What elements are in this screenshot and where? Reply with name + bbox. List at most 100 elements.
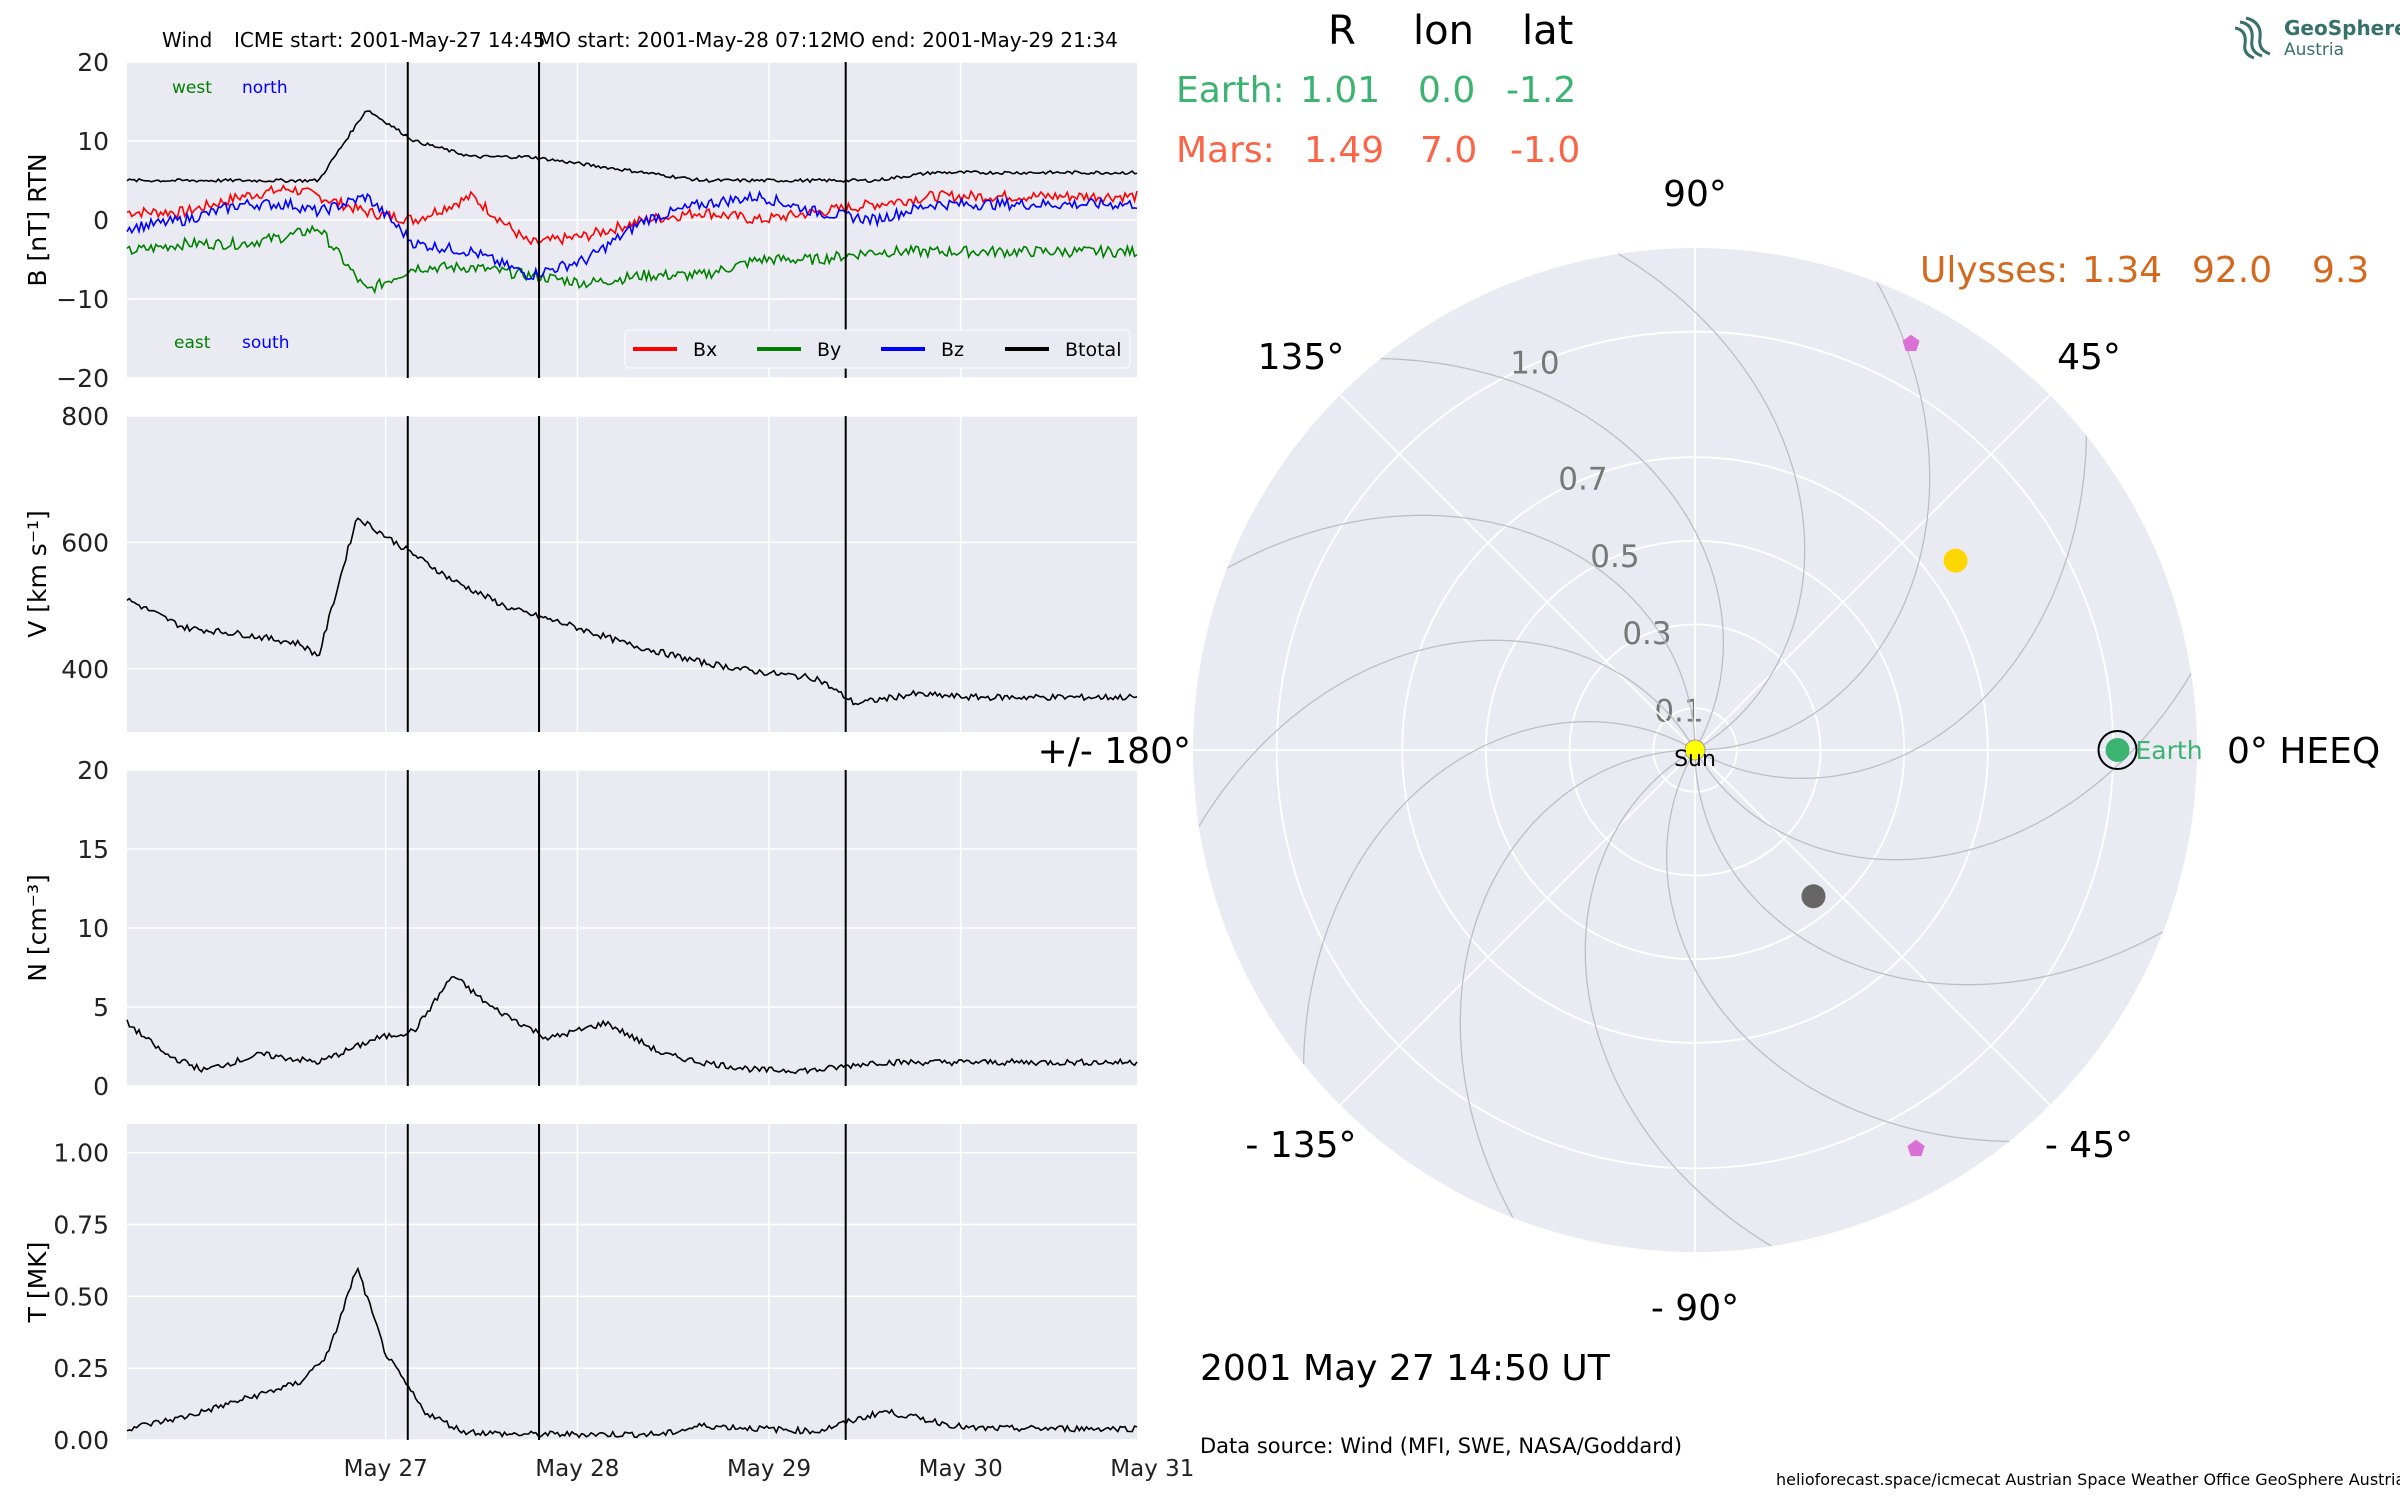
radial-tick-label: 0.3 xyxy=(1622,616,1671,652)
x-tick-label: May 29 xyxy=(727,1456,811,1482)
angle-label: - 45° xyxy=(2045,1125,2133,1166)
angular-grid-line xyxy=(1339,394,1696,751)
ulysses-label: Ulysses: xyxy=(1920,250,2069,291)
spiral-line xyxy=(1699,259,1931,751)
marker-earth xyxy=(2105,738,2130,762)
y-tick-label: 0.75 xyxy=(53,1211,109,1240)
mo-start-label: MO start: 2001-May-28 07:12 xyxy=(538,28,833,52)
west-label: west xyxy=(172,78,212,98)
spiral-line xyxy=(1698,409,2088,779)
series-line-data xyxy=(126,976,1138,1075)
y-tick-label: −20 xyxy=(56,364,109,393)
x-tick-label: May 30 xyxy=(919,1456,1003,1482)
series-line-bz xyxy=(126,190,1138,281)
spiral-line xyxy=(1584,751,1795,1252)
earth-r: 1.01 xyxy=(1300,70,1381,111)
y-tick-label: −10 xyxy=(56,285,109,314)
earth-ring xyxy=(2097,730,2138,770)
marker-sun xyxy=(1684,739,1706,761)
y-tick-label: 20 xyxy=(77,756,109,785)
spacecraft-label: Wind xyxy=(162,28,213,52)
marker--ffd700 xyxy=(1943,548,1968,573)
mars-label: Mars: xyxy=(1176,130,1275,171)
ulysses-r: 1.34 xyxy=(2082,250,2163,291)
y-axis-label: V [km s⁻¹] xyxy=(23,510,52,638)
angular-grid-line xyxy=(1339,749,1696,1106)
ulysses-lat: 9.3 xyxy=(2312,250,2370,291)
y-tick-label: 1.00 xyxy=(53,1139,109,1168)
marker--da70d6 xyxy=(1902,334,1920,351)
panel-background xyxy=(127,416,1137,732)
marker-label-sun: Sun xyxy=(1674,747,1716,772)
spiral-line xyxy=(1694,754,2186,986)
panel-0: 20 10 0 −10 −20 B [nT] RTN Bx By Bz Btotal xyxy=(23,48,1154,393)
series-line-bx xyxy=(126,184,1138,246)
legend-box xyxy=(624,329,1131,369)
y-tick-label: 0.00 xyxy=(53,1426,109,1455)
angle-label: 0° HEEQ xyxy=(2227,731,2380,772)
legend-entry: Bz xyxy=(941,339,964,361)
series-line-data xyxy=(126,1266,1138,1439)
y-tick-label: 800 xyxy=(61,402,109,431)
polar-plot: 0.1 0.3 0.5 0.7 1.0 0° HEEQ 45° 90° 135° +/- 180°… xyxy=(1038,174,2381,1329)
panel-background xyxy=(127,1124,1137,1440)
y-axis-label: B [nT] RTN xyxy=(23,153,52,286)
marker--da70d6 xyxy=(1907,1139,1925,1157)
spiral-line xyxy=(1354,357,1724,747)
y-tick-label: 0 xyxy=(93,206,109,235)
angle-label: - 135° xyxy=(1245,1125,1356,1166)
mars-r: 1.49 xyxy=(1304,130,1385,171)
marker-mars xyxy=(1801,884,1826,909)
mars-lon: 7.0 xyxy=(1420,130,1478,171)
y-axis-label: T [MK] xyxy=(23,1242,52,1324)
logo-mark-icon xyxy=(2234,16,2271,60)
logo-subtitle: Austria xyxy=(2284,40,2345,60)
y-tick-label: 20 xyxy=(77,48,109,77)
north-label: north xyxy=(242,78,288,98)
panel-1: 800 600 400 V [km s⁻¹] xyxy=(23,402,1154,732)
y-tick-label: 15 xyxy=(77,835,109,864)
y-tick-label: 0.25 xyxy=(53,1354,109,1383)
series-line-by xyxy=(126,224,1138,295)
angle-label: 135° xyxy=(1258,337,1345,378)
y-axis-label: N [cm⁻³] xyxy=(23,874,52,981)
insitu-panels: 20 10 0 −10 −20 B [nT] RTN Bx By Bz Btotal 800 600 4… xyxy=(23,48,1194,1482)
series-line-btotal xyxy=(126,110,1138,184)
y-tick-label: 600 xyxy=(61,528,109,557)
spiral-line xyxy=(1666,753,2036,1143)
earth-label: Earth: xyxy=(1176,70,1285,111)
angle-label: +/- 180° xyxy=(1038,731,1191,772)
geosphere-logo: GeoSphere Austria xyxy=(2232,12,2400,62)
legend: Bx By Bz Btotal xyxy=(624,329,1131,369)
angular-grid-line xyxy=(1694,749,2051,1106)
panel-2: 20 15 10 5 0 N [cm⁻³] xyxy=(23,756,1154,1101)
x-tick-label: May 27 xyxy=(344,1456,428,1482)
legend-entry: Bx xyxy=(693,339,717,361)
angle-label: - 90° xyxy=(1651,1288,1739,1329)
x-tick-label: May 31 xyxy=(1110,1456,1194,1482)
spiral-line xyxy=(1204,514,1696,746)
footer-credits: helioforecast.space/icmecat Austrian Spa… xyxy=(1776,1470,2400,1489)
earth-lat: -1.2 xyxy=(1506,70,1577,111)
south-label: south xyxy=(242,333,290,353)
angular-grid-line xyxy=(1694,394,2051,751)
series-line-data xyxy=(126,517,1138,706)
icme-start-label: ICME start: 2001-May-27 14:45 xyxy=(234,28,546,52)
marker-label-earth: Earth xyxy=(2136,736,2203,765)
angle-label: 90° xyxy=(1663,174,1727,215)
logo-title: GeoSphere xyxy=(2284,16,2400,40)
east-label: east xyxy=(174,333,211,353)
timestamp: 2001 May 27 14:50 UT xyxy=(1200,1348,1610,1389)
y-tick-label: 0 xyxy=(93,1072,109,1101)
header-lon: lon xyxy=(1413,8,1474,54)
header-lat: lat xyxy=(1522,8,1574,54)
header-r: R xyxy=(1328,8,1356,54)
radial-tick-label: 0.7 xyxy=(1558,461,1607,497)
legend-entry: By xyxy=(817,339,841,361)
y-tick-label: 400 xyxy=(61,655,109,684)
spiral-line xyxy=(1595,248,1806,749)
y-tick-label: 0.50 xyxy=(53,1282,109,1311)
parker-spirals xyxy=(1193,248,2197,1252)
x-tick-label: May 28 xyxy=(535,1456,619,1482)
panel-3: 1.00 0.75 0.50 0.25 0.00 T [MK] xyxy=(23,1124,1154,1455)
